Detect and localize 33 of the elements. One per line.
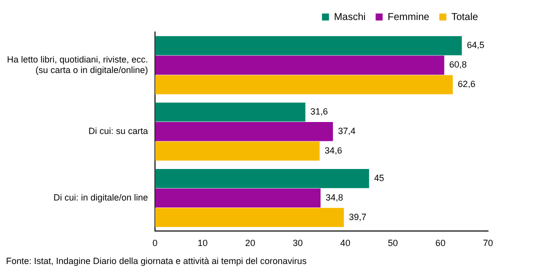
- y-tick-label: Di cui: in digitale/on line: [54, 192, 148, 202]
- x-tick-label: 60: [435, 238, 446, 248]
- source-note: Fonte: Istat, Indagine Diario della giornata e attività ai tempi del coronavirus: [6, 256, 307, 266]
- text: 34,6: [324, 146, 342, 156]
- x-tick-label: 30: [292, 238, 303, 248]
- text: 62,6: [458, 79, 476, 90]
- legend-label: Femmine: [388, 12, 430, 23]
- x-tick-label: 10: [198, 238, 208, 248]
- text: 39,7: [348, 212, 366, 222]
- legend-label: Totale: [451, 12, 478, 23]
- bar: [155, 208, 344, 228]
- bar: [155, 36, 462, 56]
- text: 60,8: [449, 60, 467, 70]
- bar: [155, 75, 453, 94]
- text: 64,5: [466, 40, 484, 50]
- text: 45: [374, 173, 384, 184]
- bar: [155, 56, 444, 75]
- text: 31,6: [310, 106, 328, 117]
- bar: [155, 102, 306, 122]
- x-tick-label: 70: [482, 238, 494, 248]
- y-tick-label: Di cui: su carta: [88, 126, 148, 136]
- bar: [155, 188, 321, 208]
- x-tick-label: 0: [152, 238, 158, 248]
- bar: [155, 122, 333, 142]
- x-tick-label: 20: [245, 238, 256, 248]
- bar: [155, 168, 370, 188]
- bar: [155, 142, 320, 161]
- y-tick-label: Ha letto libri, quotidiani, riviste, ecc. (su carta o in digitale/online): [7, 54, 148, 76]
- legend-label: Maschi: [334, 12, 366, 23]
- x-tick-label: 40: [340, 238, 350, 248]
- text: 37,4: [338, 126, 356, 136]
- text: 34,8: [326, 192, 344, 202]
- x-tick-label: 50: [388, 238, 398, 248]
